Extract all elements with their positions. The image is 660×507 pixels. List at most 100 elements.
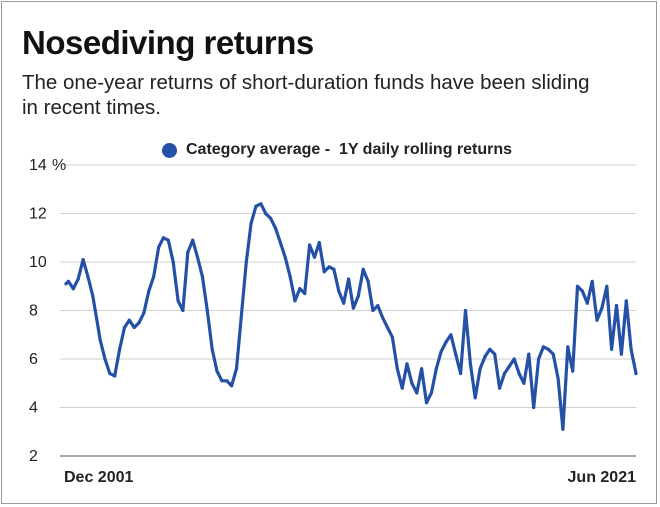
series-point (595, 318, 599, 322)
y-tick-label: 10 (29, 254, 47, 271)
series-point (225, 379, 229, 383)
series-point (571, 369, 575, 373)
series-point (264, 211, 268, 216)
series-point (342, 301, 346, 305)
series-point (512, 357, 516, 361)
series-point (108, 371, 112, 376)
series-point (283, 255, 287, 259)
series-point (161, 236, 165, 240)
series-point (395, 367, 399, 371)
series-point (71, 287, 75, 291)
y-tick-label: 2 (29, 448, 38, 465)
series-point (91, 294, 95, 298)
series-point (298, 287, 302, 291)
series-point (293, 299, 297, 303)
series-point (517, 371, 521, 376)
series-point (507, 364, 511, 368)
series-point (439, 350, 443, 354)
x-tick-label: Dec 2001 (64, 469, 133, 486)
legend: Category average - 1Y daily rolling retu… (162, 141, 512, 159)
series-point (147, 289, 151, 293)
series-point (103, 357, 107, 361)
series-point (580, 289, 585, 293)
series-point (449, 333, 453, 337)
series-point (610, 347, 614, 351)
chart-subtitle: The one-year returns of short-duration f… (22, 71, 590, 119)
series-point (142, 311, 146, 315)
series-point (322, 270, 326, 274)
series-point (234, 367, 239, 371)
y-tick-label: 4 (29, 400, 38, 417)
series-point (278, 241, 282, 245)
series-point (215, 369, 219, 373)
series-point (415, 391, 419, 395)
series-point (634, 371, 638, 376)
series-point (249, 221, 253, 225)
series-point (308, 243, 312, 247)
series-point (86, 274, 90, 279)
series-point (269, 216, 273, 220)
series-point (527, 352, 531, 356)
series-point (137, 321, 141, 325)
series-point (478, 367, 482, 371)
series-point (118, 347, 122, 351)
series-point (195, 255, 200, 259)
series-point (629, 347, 633, 351)
series-point (351, 306, 355, 310)
series-point (371, 308, 375, 313)
series-point (468, 362, 472, 366)
series-point (361, 267, 365, 271)
series-point (551, 352, 555, 356)
x-tick-label: Jun 2021 (568, 469, 637, 486)
series-point (186, 250, 190, 254)
y-tick-label: 6 (29, 351, 38, 368)
series-point (590, 279, 594, 283)
series-point (502, 371, 507, 376)
series-point (385, 325, 390, 330)
series-point (420, 367, 424, 371)
series-point (600, 306, 604, 310)
series-point (459, 371, 463, 376)
series-point (200, 274, 204, 279)
series-point (614, 304, 619, 308)
series-point (157, 245, 161, 249)
series-point (152, 274, 156, 279)
series-point (113, 374, 117, 378)
series-point (303, 291, 307, 296)
series-point (522, 381, 526, 385)
series-point (312, 255, 317, 259)
series-point (454, 352, 458, 356)
series-point (488, 347, 492, 351)
series-point (400, 386, 404, 390)
y-tick-label: 8 (29, 303, 38, 320)
series-point (498, 386, 502, 390)
series-point (605, 284, 609, 288)
series-point (181, 308, 185, 313)
series-point (176, 299, 180, 303)
series-point (327, 265, 331, 269)
series-point (566, 345, 570, 349)
series-point (444, 340, 448, 344)
series-point (230, 384, 234, 388)
series-point (254, 204, 258, 208)
series-point (356, 294, 360, 298)
series-point (171, 260, 175, 264)
series-point (191, 238, 195, 242)
series-point (273, 226, 278, 230)
series-point (244, 260, 248, 264)
series-point (376, 304, 380, 308)
series-point (220, 379, 224, 383)
series-point (537, 357, 541, 361)
series-points (64, 202, 638, 431)
series-point (98, 338, 102, 342)
series-point (332, 267, 336, 271)
series-point (96, 323, 100, 327)
x-axis-ticks: Dec 2001 Jun 2021 (64, 469, 636, 486)
series-point (405, 362, 409, 366)
series-point (561, 427, 565, 431)
series-point (64, 282, 68, 286)
chart-title: Nosediving returns (22, 24, 314, 61)
series-point (127, 318, 131, 322)
series-point (541, 345, 546, 349)
